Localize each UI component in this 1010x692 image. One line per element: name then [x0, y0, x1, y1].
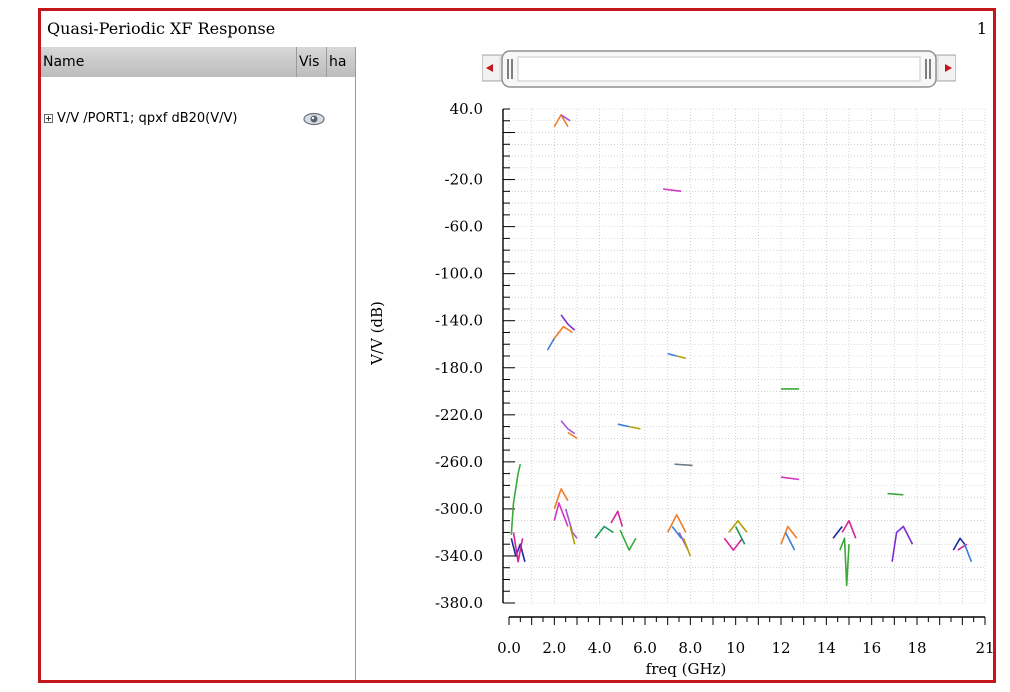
data-series-line [666, 513, 687, 533]
data-series-line [676, 355, 687, 360]
trace-browser-panel: Name Vis ha V/V /PORT1; qpxf dB20(V/V) [41, 47, 356, 680]
y-tick-label: 40.0 [450, 100, 483, 118]
trace-row[interactable]: V/V /PORT1; qpxf dB20(V/V) [41, 109, 355, 133]
x-tick-label: 10 [726, 639, 745, 657]
data-series-line [569, 526, 576, 545]
data-series-line [841, 519, 857, 539]
data-series-line [546, 337, 555, 351]
data-series-line [674, 463, 693, 467]
data-series-line [610, 510, 624, 527]
page-number: 1 [976, 19, 987, 38]
y-tick-label: -380.0 [435, 594, 483, 612]
x-tick-label: 14 [817, 639, 836, 657]
data-series-line [671, 526, 682, 539]
data-series-line [784, 532, 796, 551]
column-header-name[interactable]: Name [41, 47, 297, 77]
x-axis-label: freq (GHz) [646, 660, 727, 678]
graph-window: Quasi-Periodic XF Response 1 Name Vis ha… [38, 8, 996, 683]
y-tick-label: -180.0 [435, 359, 483, 377]
data-series-line [567, 431, 578, 439]
data-series-line [553, 488, 569, 510]
data-series-line [510, 538, 526, 563]
x-tick-label: 6.0 [633, 639, 657, 657]
y-tick-label: -300.0 [435, 500, 483, 518]
data-series-line [560, 114, 571, 122]
data-series-line [682, 538, 692, 557]
chart: 40.0 -20.0 -60.0 -100.0 -140.0 -180.0 -220.0 -2… [368, 100, 993, 678]
data-series-line [887, 492, 904, 496]
grid [508, 108, 986, 604]
y-axis-label: V/V (dB) [368, 301, 386, 366]
data-series-line [963, 543, 973, 563]
window-title: Quasi-Periodic XF Response [47, 19, 276, 38]
data-series-line [560, 314, 576, 331]
scroll-thumb[interactable] [501, 50, 937, 88]
data-series-line [832, 526, 843, 539]
data-series-line [839, 537, 850, 587]
horizontal-scrollbar[interactable] [482, 49, 956, 89]
x-tick-label: 4.0 [588, 639, 612, 657]
column-header-ha[interactable]: ha [329, 54, 347, 70]
title-bar: Quasi-Periodic XF Response 1 [41, 11, 993, 47]
data-series-line [560, 420, 576, 435]
data-series-line [553, 114, 569, 128]
data-series-line [594, 525, 614, 539]
axes: 40.0 -20.0 -60.0 -100.0 -140.0 -180.0 -220.0 -2… [435, 100, 993, 657]
y-tick-label: -100.0 [435, 265, 483, 283]
data-series-line [617, 423, 630, 428]
x-tick-label: 0.0 [497, 639, 521, 657]
column-header-vis[interactable]: Vis [297, 47, 327, 77]
y-tick-label: -140.0 [435, 312, 483, 330]
data-series-line [619, 529, 637, 551]
data-series-line [628, 425, 641, 430]
x-tick-label: 12 [771, 639, 790, 657]
data-series-line [891, 525, 914, 562]
expand-icon[interactable] [44, 114, 53, 123]
scroll-left-arrow[interactable] [483, 56, 499, 80]
data-series-line [510, 464, 522, 535]
y-tick-label: -260.0 [435, 453, 483, 471]
y-tick-label: -60.0 [445, 218, 483, 236]
x-tick-label: 21 [975, 639, 993, 657]
x-tick-label: 2.0 [542, 639, 566, 657]
data-series-line [728, 519, 748, 533]
data-series-line [952, 537, 966, 551]
plot-area: 40.0 -20.0 -60.0 -100.0 -140.0 -180.0 -220.0 -2… [356, 47, 993, 680]
data-series-line [723, 537, 744, 551]
y-tick-label: -20.0 [445, 171, 483, 189]
eye-icon[interactable] [303, 112, 325, 126]
x-tick-label: 16 [862, 639, 881, 657]
trace-label: V/V /PORT1; qpxf dB20(V/V) [57, 111, 238, 126]
data-series-line [662, 188, 682, 193]
data-series-line [780, 525, 798, 545]
trace-table-header: Name Vis ha [41, 47, 355, 77]
data-series-line [553, 325, 573, 339]
data-series-line [553, 502, 569, 527]
data-series-line [667, 352, 677, 357]
y-tick-label: -340.0 [435, 547, 483, 565]
data-series-line [780, 476, 800, 481]
x-tick-label: 18 [907, 639, 926, 657]
scroll-right-arrow[interactable] [939, 56, 955, 80]
y-tick-label: -220.0 [435, 406, 483, 424]
x-tick-label: 8.0 [678, 639, 702, 657]
data-series-line [734, 526, 746, 545]
series-group [510, 114, 973, 587]
data-series-line [512, 532, 524, 563]
